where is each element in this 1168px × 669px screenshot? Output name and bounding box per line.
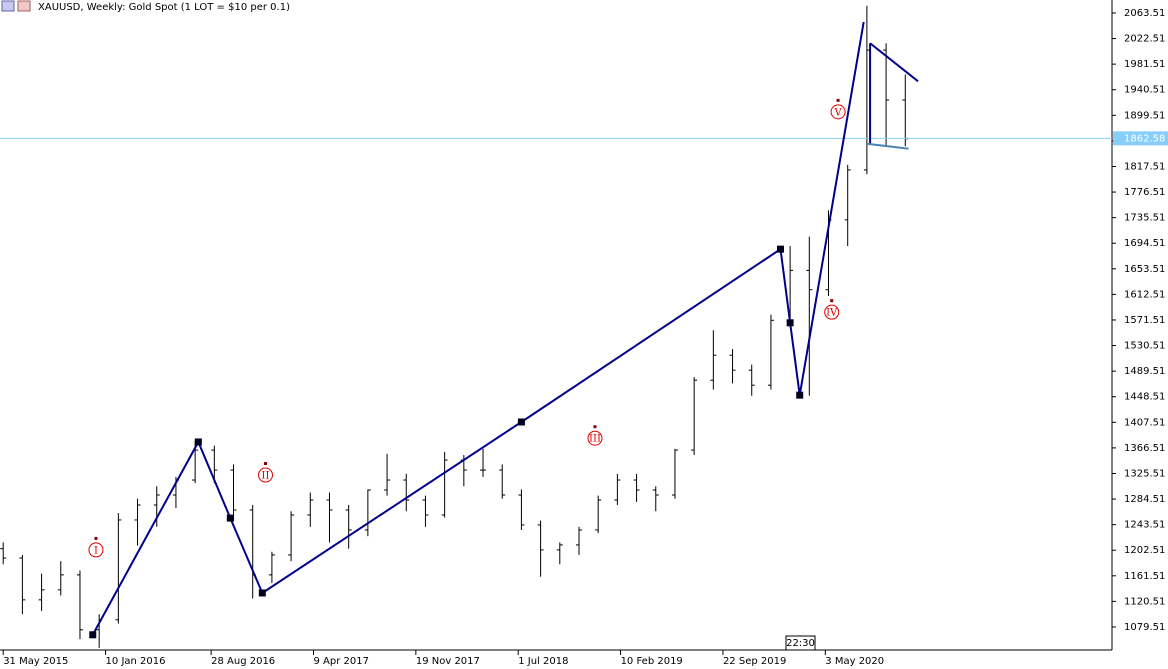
y-tick-label: 1489.51 (1124, 366, 1165, 377)
wave-dot (94, 536, 98, 540)
y-tick-label: 2022.51 (1124, 34, 1165, 45)
y-tick-label: 1612.51 (1124, 289, 1165, 300)
y-tick-label: 1981.51 (1124, 59, 1165, 70)
trendline (866, 142, 909, 150)
x-tick-label: 10 Jan 2016 (106, 656, 166, 667)
zigzag-point (517, 418, 525, 426)
wave-dot (836, 98, 840, 102)
wave-circle (88, 542, 104, 558)
icon (17, 0, 31, 12)
wave-circle (830, 104, 846, 120)
y-tick-label: 1530.51 (1124, 341, 1165, 352)
zigzag-point (796, 391, 804, 399)
y-tick-label: 1325.51 (1124, 468, 1165, 479)
x-tick-label: 3 May 2020 (825, 656, 884, 667)
zigzag-point (226, 514, 234, 522)
time-box (785, 635, 816, 651)
y-tick-label: 1243.51 (1124, 520, 1165, 531)
wave-circle (824, 304, 840, 320)
x-tick-label: 10 Feb 2019 (621, 656, 683, 667)
y-tick-label: 1571.51 (1124, 315, 1165, 326)
price-box (1113, 131, 1168, 146)
y-tick-label: 1366.51 (1124, 443, 1165, 454)
zigzag-point (777, 245, 785, 253)
wave-dot (830, 299, 834, 303)
wave-label: III (589, 434, 601, 445)
y-tick-label: 1817.51 (1124, 161, 1165, 172)
wave-label: V (833, 107, 842, 118)
y-tick-label: 1940.51 (1124, 85, 1165, 96)
wave-dot (264, 462, 268, 466)
x-tick-label: 19 Nov 2017 (416, 656, 480, 667)
wave-circle (587, 430, 603, 446)
wave-dot (593, 425, 597, 429)
y-tick-label: 1284.51 (1124, 494, 1165, 505)
y-tick-label: 1120.51 (1124, 596, 1165, 607)
zigzag-point (258, 589, 266, 597)
y-tick-label: 1776.51 (1124, 187, 1165, 198)
wave-label: I (94, 545, 98, 556)
zigzag-point (786, 319, 794, 327)
icon (1, 0, 15, 12)
x-tick-label: 28 Aug 2016 (211, 656, 275, 667)
price-label: 1862.58 (1124, 133, 1165, 144)
y-tick-label: 1407.51 (1124, 417, 1165, 428)
chart-title: XAUUSD, Weekly: Gold Spot (1 LOT = $10 p… (38, 2, 290, 13)
y-tick-label: 1202.51 (1124, 545, 1165, 556)
wave-circle (258, 467, 274, 483)
y-tick-label: 2063.51 (1124, 8, 1165, 19)
y-tick-label: 1735.51 (1124, 213, 1165, 224)
y-tick-label: 1694.51 (1124, 238, 1165, 249)
wave-label: II (262, 471, 270, 482)
x-tick-label: 1 Jul 2018 (518, 656, 568, 667)
time-label: 22:30 (786, 638, 815, 649)
y-tick-label: 1899.51 (1124, 110, 1165, 121)
zigzag-point (89, 631, 97, 639)
zigzag-point (194, 438, 202, 446)
y-tick-label: 1161.51 (1124, 571, 1165, 582)
trendline (869, 42, 919, 83)
x-tick-label: 22 Sep 2019 (723, 656, 786, 667)
x-tick-label: 31 May 2015 (3, 656, 68, 667)
y-tick-label: 1448.51 (1124, 392, 1165, 403)
wave-label: IV (826, 308, 838, 319)
x-tick-label: 9 Apr 2017 (313, 656, 368, 667)
y-tick-label: 1079.51 (1124, 622, 1165, 633)
y-tick-label: 1653.51 (1124, 264, 1165, 275)
